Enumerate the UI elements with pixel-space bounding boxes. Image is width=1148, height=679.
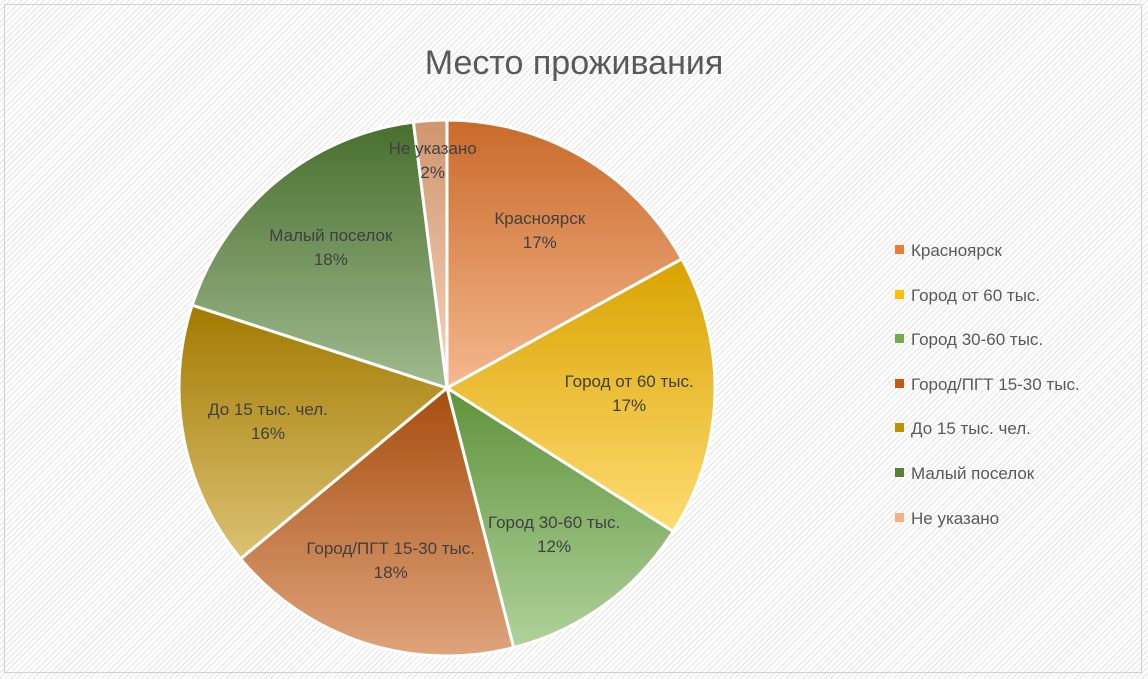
label-category: Город от 60 тыс.: [564, 371, 694, 391]
label-category: Малый поселок: [269, 225, 393, 245]
legend-entry: Город/ПГТ 15-30 тыс.: [895, 375, 1080, 395]
label-value: 12%: [537, 537, 572, 557]
legend-swatch: [895, 334, 904, 344]
legend-swatch: [895, 378, 904, 388]
legend-entry: Красноярск: [895, 241, 1002, 261]
legend-label: Малый поселок: [911, 464, 1035, 483]
label-value: 17%: [612, 395, 647, 415]
pie-slice: [190, 120, 449, 391]
pie-slice: [445, 118, 684, 391]
chart-title: Место проживания: [424, 44, 724, 82]
label-value: 2%: [420, 162, 445, 182]
legend-label: До 15 тыс. чел.: [911, 419, 1031, 439]
legend-entry: До 15 тыс. чел.: [895, 419, 1031, 439]
pie-slice: [411, 118, 449, 389]
legend-label: Не указано: [911, 508, 1000, 528]
legend-swatch: [895, 423, 904, 433]
label-category: Красноярск: [494, 209, 586, 229]
label-category: Не указано: [388, 138, 477, 158]
legend-swatch: [895, 512, 904, 522]
pie-slice: [177, 303, 451, 561]
data-label: Город/ПГТ 15-30 тыс. 18%: [301, 537, 481, 585]
data-label: Не указано 2%: [343, 137, 523, 185]
pie-slice: [444, 384, 676, 650]
data-label: Город от 60 тыс. 17%: [539, 370, 719, 418]
label-category: Город 30-60 тыс.: [488, 513, 621, 533]
pie-slice: [238, 385, 516, 658]
label-category: До 15 тыс. чел.: [208, 400, 328, 420]
label-category: Город/ПГТ 15-30 тыс.: [306, 539, 475, 559]
legend-label: Город/ПГТ 15-30 тыс.: [911, 374, 1080, 394]
legend-label: Красноярск: [911, 241, 1002, 260]
data-label: Малый поселок 18%: [241, 224, 421, 272]
label-value: 17%: [522, 233, 557, 253]
legend-label: Город 30-60 тыс.: [911, 330, 1044, 350]
data-label: Город 30-60 тыс. 12%: [464, 511, 644, 559]
label-value: 18%: [313, 249, 348, 269]
legend-entry: Не указано: [895, 509, 999, 529]
pie-slice: [444, 256, 717, 534]
data-label: Красноярск 17%: [450, 207, 630, 255]
legend-swatch: [895, 289, 904, 299]
legend-entry: Город от 60 тыс.: [895, 286, 1040, 306]
label-value: 16%: [250, 424, 285, 444]
legend-swatch: [895, 468, 904, 477]
data-label: До 15 тыс. чел. 16%: [178, 398, 358, 446]
legend-entry: Город 30-60 тыс.: [895, 330, 1043, 350]
legend-swatch: [895, 245, 904, 254]
legend-entry: Малый поселок: [895, 464, 1034, 484]
chart-frame: [4, 4, 1142, 673]
legend-label: Город от 60 тыс.: [911, 285, 1041, 305]
label-value: 18%: [373, 563, 408, 583]
